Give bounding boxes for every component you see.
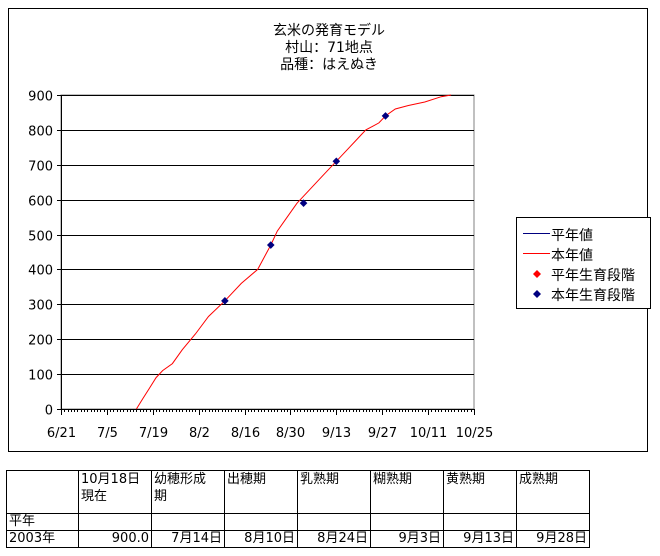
- y-tick-label-200: 200: [28, 334, 53, 349]
- table-cell: 9月28日: [516, 530, 590, 548]
- table-header-cell: 幼穂形成期: [151, 470, 225, 514]
- stage-marker-3-4: [381, 112, 390, 120]
- chart-title: 玄米の発育モデル: [273, 23, 385, 39]
- y-tick-label-800: 800: [28, 125, 53, 140]
- chart-legend: 平年値本年値平年生育段階 本年生育段階: [516, 217, 651, 309]
- table-cell: 9月13日: [443, 530, 517, 548]
- table-header-cell: 出穂期: [224, 470, 298, 514]
- x-tick-label-5: 8/30: [276, 426, 305, 441]
- table-header-cell: 成熟期: [516, 470, 590, 514]
- table-header-cell: 10月18日 現在: [78, 470, 152, 514]
- table-header-cell: 黄熟期: [443, 470, 517, 514]
- y-tick-label-300: 300: [28, 299, 53, 314]
- y-tick-label-700: 700: [28, 160, 53, 175]
- y-tick-label-500: 500: [28, 230, 53, 245]
- table-cell: [297, 513, 371, 531]
- legend-diamond-icon: [523, 264, 551, 284]
- table-cell: [516, 513, 590, 531]
- table-cell: 8月10日: [224, 530, 298, 548]
- table-cell: [224, 513, 298, 531]
- table-header-cell: 乳熟期: [297, 470, 371, 514]
- table-cell: [370, 513, 444, 531]
- table-header-row: 10月18日 現在 幼穂形成期出穂期 乳熟期 糊熟期 黄熟期 成熟期: [6, 470, 590, 514]
- chart-plot: 0 100 200 300 400 500 600 700 800 900 6/21 7/5 7/19 8…: [28, 90, 493, 442]
- stage-marker-3-0: [221, 297, 229, 305]
- legend-label: 本年生育段階: [551, 288, 635, 304]
- legend-label: 平年生育段階: [551, 268, 635, 284]
- table-cell: 900.0: [78, 530, 152, 548]
- legend-diamond-icon: [523, 284, 551, 304]
- y-tick-label-100: 100: [28, 369, 53, 384]
- x-tick-label-6: 9/13: [322, 426, 351, 441]
- y-tick-label-400: 400: [28, 264, 53, 279]
- stage-table: 10月18日 現在 幼穂形成期出穂期 乳熟期 糊熟期 黄熟期 成熟期 平年 2003年 900.0…: [6, 470, 590, 548]
- stage-marker-3-2: [299, 199, 308, 207]
- table-row: 2003年 900.0 7月14日 8月10日 8月24日 9月3日 9月13日 9月28日: [6, 530, 590, 548]
- legend-item: 本年値: [517, 244, 652, 264]
- legend-item: 平年生育段階: [517, 264, 652, 284]
- legend-label: 本年値: [551, 248, 593, 264]
- stage-marker-3-1: [266, 241, 275, 249]
- x-tick-label-3: 8/2: [189, 426, 210, 441]
- x-tick-label-8: 10/11: [410, 426, 447, 441]
- chart-area: 玄米の発育モデル 村山：71地点 品種：はえぬき 0 100 200 300 400 50…: [8, 8, 651, 452]
- x-tick-label-7: 9/27: [368, 426, 397, 441]
- x-tick-label-0: 6/21: [47, 426, 76, 441]
- x-tick-label-1: 7/5: [97, 426, 118, 441]
- stage-marker-3-3: [332, 157, 341, 166]
- table-header-cell: 糊熟期: [370, 470, 444, 514]
- table-cell: [443, 513, 517, 531]
- table-cell: 7月14日: [151, 530, 225, 548]
- x-tick-label-2: 7/19: [139, 426, 168, 441]
- legend-label: 平年値: [551, 228, 593, 244]
- x-tick-label-9: 10/25: [456, 426, 493, 441]
- y-tick-label-600: 600: [28, 195, 53, 210]
- table-cell: 平年: [6, 513, 79, 531]
- table-cell: [78, 513, 152, 531]
- legend-line-swatch: [523, 244, 551, 264]
- legend-item: 平年値: [517, 224, 652, 244]
- legend-item: 本年生育段階: [517, 284, 652, 304]
- chart-subtitle-variety: 品種：はえぬき: [280, 57, 378, 73]
- legend-line-swatch: [523, 224, 551, 244]
- chart-subtitle-location: 村山：71地点: [285, 40, 373, 56]
- y-tick-label-900: 900: [28, 90, 53, 105]
- table-cell: 2003年: [6, 530, 79, 548]
- table-row: 平年: [6, 513, 590, 531]
- table-cell: [151, 513, 225, 531]
- table-cell: 8月24日: [297, 530, 371, 548]
- x-tick-label-4: 8/16: [231, 426, 260, 441]
- table-cell: 9月3日: [370, 530, 444, 548]
- table-header-cell: [6, 470, 79, 514]
- y-tick-label-0: 0: [45, 404, 53, 419]
